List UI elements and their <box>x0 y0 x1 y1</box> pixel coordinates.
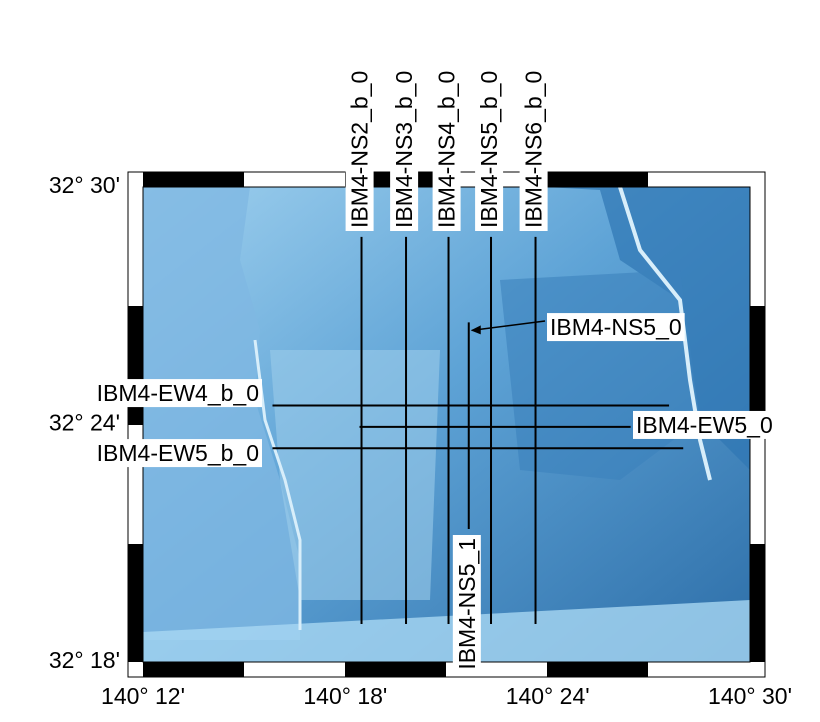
line-label: IBM4-EW5_0 <box>633 411 776 439</box>
lat-tick-label: 32° 18' <box>49 647 120 673</box>
line-label: IBM4-NS5_b_0 <box>475 68 503 231</box>
line-label: IBM4-NS5_1 <box>453 535 481 673</box>
line-label-text: IBM4-NS2_b_0 <box>347 71 373 228</box>
line-label-text: IBM4-NS6_b_0 <box>521 71 547 228</box>
map: 140° 12' 140° 18' 140° 24' 140° 30' 32° 30' 3… <box>0 0 820 722</box>
line-label-text: IBM4-EW5_b_0 <box>97 440 259 466</box>
line-label: IBM4-EW4_b_0 <box>94 379 262 407</box>
line-label-text: IBM4-NS3_b_0 <box>391 71 417 228</box>
line-label: IBM4-EW5_b_0 <box>94 439 262 467</box>
lat-tick-label: 32° 30' <box>49 172 120 198</box>
lon-tick-label: 140° 12' <box>101 683 185 709</box>
line-label: IBM4-NS5_0 <box>547 313 685 341</box>
line-label-text: IBM4-NS5_b_0 <box>476 71 502 228</box>
line-label-text: IBM4-NS5_0 <box>550 314 682 340</box>
line-label-text: IBM4-NS5_1 <box>454 538 480 670</box>
lat-tick-label: 32° 24' <box>49 410 120 436</box>
line-label: IBM4-NS6_b_0 <box>520 68 548 231</box>
line-label: IBM4-NS4_b_0 <box>433 68 461 231</box>
lon-tick-label: 140° 18' <box>303 683 387 709</box>
line-label-text: IBM4-EW5_0 <box>636 412 773 438</box>
line-label-text: IBM4-NS4_b_0 <box>434 71 460 228</box>
line-label: IBM4-NS3_b_0 <box>390 68 418 231</box>
lon-tick-label: 140° 24' <box>506 683 590 709</box>
lon-tick-label: 140° 30' <box>708 683 792 709</box>
line-label: IBM4-NS2_b_0 <box>346 68 374 231</box>
line-label-text: IBM4-EW4_b_0 <box>97 380 259 406</box>
